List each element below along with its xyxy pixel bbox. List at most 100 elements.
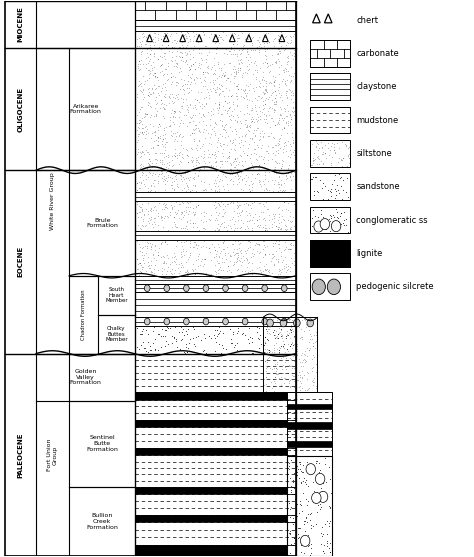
Point bbox=[168, 56, 175, 65]
Bar bbox=[136, 455, 296, 487]
Point bbox=[172, 128, 179, 137]
Point bbox=[270, 348, 277, 357]
Point bbox=[275, 119, 283, 128]
Point bbox=[306, 515, 314, 524]
Point bbox=[141, 134, 149, 143]
Point bbox=[248, 134, 256, 143]
Point bbox=[180, 86, 188, 95]
Point bbox=[243, 120, 251, 129]
Point bbox=[284, 165, 292, 174]
Point bbox=[287, 225, 294, 234]
Point bbox=[175, 260, 183, 268]
Point bbox=[192, 333, 200, 341]
Point bbox=[137, 164, 144, 173]
Point bbox=[170, 106, 178, 115]
Point bbox=[164, 163, 172, 172]
Point bbox=[276, 186, 283, 195]
Point bbox=[295, 508, 302, 517]
Point bbox=[287, 175, 294, 184]
Point bbox=[161, 29, 169, 38]
Point bbox=[235, 84, 242, 93]
Point bbox=[267, 79, 274, 87]
Point bbox=[288, 354, 295, 363]
Point bbox=[136, 330, 144, 339]
Point bbox=[160, 114, 168, 123]
Point bbox=[319, 150, 327, 159]
Point bbox=[274, 146, 282, 155]
Point bbox=[183, 60, 191, 69]
Point bbox=[171, 106, 178, 115]
Point bbox=[182, 236, 190, 245]
Point bbox=[291, 356, 298, 365]
Point bbox=[135, 178, 142, 187]
Point bbox=[191, 208, 199, 217]
Point bbox=[253, 75, 260, 84]
Point bbox=[238, 206, 246, 214]
Point bbox=[246, 237, 254, 246]
Point bbox=[184, 198, 191, 207]
Point bbox=[253, 222, 261, 231]
Point bbox=[274, 239, 282, 248]
Point bbox=[150, 35, 157, 44]
Point bbox=[145, 184, 152, 193]
Point bbox=[199, 223, 207, 232]
Point bbox=[208, 149, 216, 158]
Point bbox=[264, 355, 271, 364]
Point bbox=[201, 159, 209, 168]
Point bbox=[323, 538, 331, 547]
Point bbox=[319, 143, 326, 152]
Text: mudstone: mudstone bbox=[356, 116, 398, 125]
Point bbox=[283, 224, 291, 233]
Point bbox=[228, 139, 236, 148]
Point bbox=[148, 180, 155, 189]
Point bbox=[270, 77, 277, 86]
Point bbox=[238, 46, 246, 55]
Point bbox=[286, 240, 293, 248]
Point bbox=[250, 86, 258, 95]
Point bbox=[184, 152, 191, 160]
Point bbox=[169, 92, 176, 101]
Point bbox=[215, 91, 223, 100]
Point bbox=[257, 43, 265, 52]
Point bbox=[275, 387, 283, 396]
Point bbox=[259, 214, 266, 223]
Point bbox=[225, 262, 232, 271]
Point bbox=[261, 96, 268, 105]
Point bbox=[303, 465, 311, 474]
Point bbox=[203, 84, 211, 93]
Point bbox=[275, 324, 283, 333]
Point bbox=[138, 127, 146, 136]
Point bbox=[288, 87, 296, 96]
Point bbox=[134, 221, 142, 229]
Point bbox=[151, 261, 159, 270]
Point bbox=[162, 138, 170, 147]
Point bbox=[171, 113, 178, 121]
Point bbox=[314, 139, 322, 148]
Point bbox=[146, 155, 153, 164]
Point bbox=[269, 250, 277, 258]
Point bbox=[283, 100, 291, 109]
Point bbox=[270, 387, 278, 395]
Point bbox=[155, 54, 162, 63]
Point bbox=[227, 45, 234, 53]
Circle shape bbox=[203, 285, 209, 291]
Point bbox=[283, 262, 290, 271]
Point bbox=[172, 255, 180, 264]
Point bbox=[232, 130, 240, 139]
Point bbox=[215, 185, 222, 194]
Point bbox=[158, 136, 166, 145]
Point bbox=[235, 132, 243, 141]
Point bbox=[268, 365, 275, 374]
Point bbox=[183, 270, 191, 279]
Point bbox=[310, 487, 318, 496]
Point bbox=[240, 94, 248, 102]
Point bbox=[277, 324, 284, 333]
Point bbox=[158, 174, 165, 183]
Point bbox=[315, 143, 323, 152]
Point bbox=[312, 142, 320, 151]
Point bbox=[301, 316, 309, 325]
Point bbox=[244, 56, 252, 65]
Point bbox=[229, 100, 237, 109]
Point bbox=[136, 267, 144, 276]
Point bbox=[272, 387, 279, 396]
